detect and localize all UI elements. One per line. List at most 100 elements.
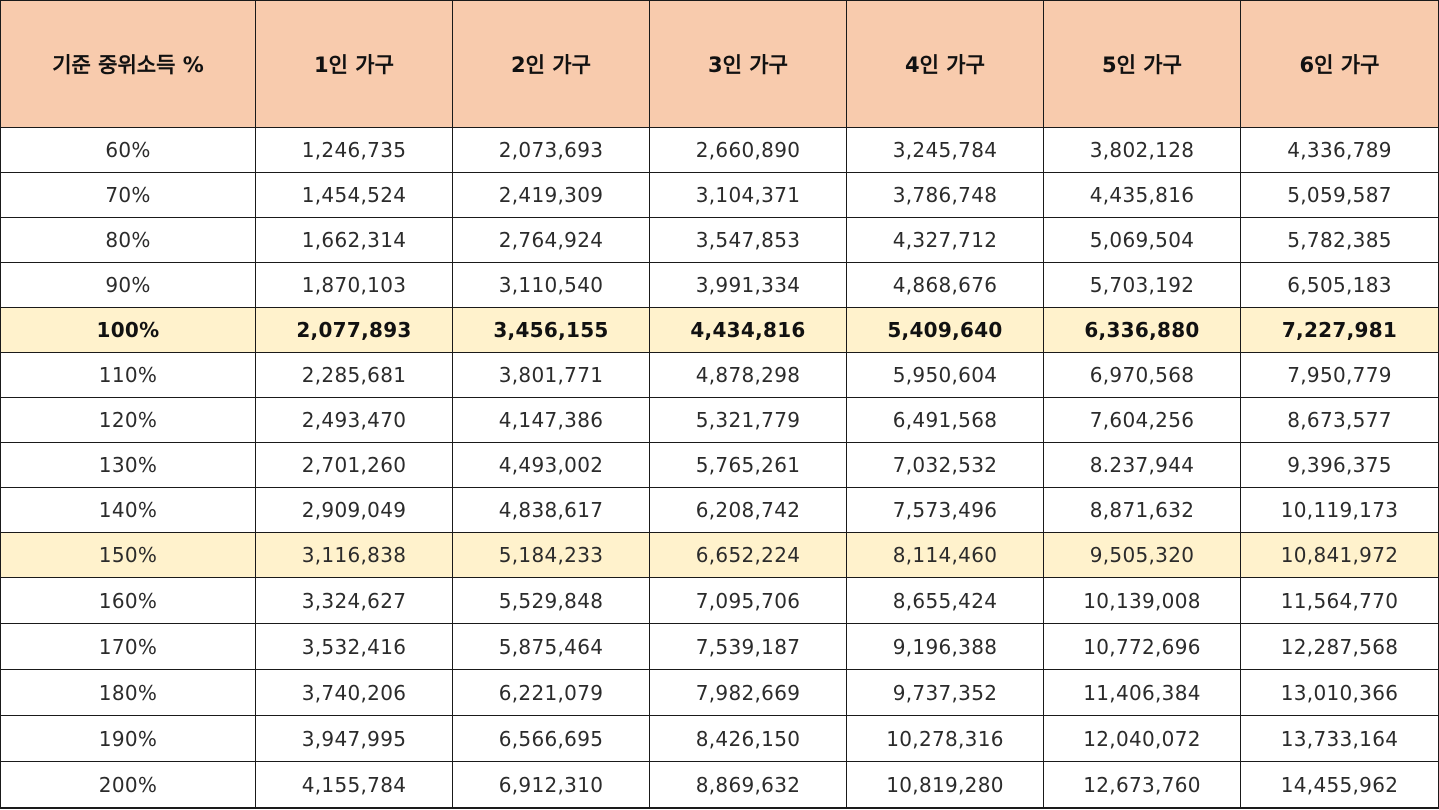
income-value-cell: 2,660,890 <box>649 127 847 173</box>
income-value-cell: 5,950,604 <box>846 352 1044 398</box>
income-value-cell: 5,782,385 <box>1240 217 1439 263</box>
income-value-cell: 5,875,464 <box>452 623 650 670</box>
table-row: 170% 3,532,416 5,875,464 7,539,187 9,196,388… <box>0 623 1439 670</box>
income-value-cell: 1,870,103 <box>255 262 453 308</box>
income-value-cell: 6,912,310 <box>452 761 650 809</box>
income-value-cell: 6,221,079 <box>452 669 650 716</box>
income-value-cell: 1,246,735 <box>255 127 453 173</box>
income-value-cell: 3,532,416 <box>255 623 453 670</box>
income-value-cell: 13,010,366 <box>1240 669 1439 716</box>
income-value-cell: 9,196,388 <box>846 623 1044 670</box>
income-value-cell: 5,529,848 <box>452 577 650 624</box>
income-value-cell: 3,547,853 <box>649 217 847 263</box>
income-value-cell: 3,104,371 <box>649 172 847 218</box>
header-cell-5-person: 5인 가구 <box>1043 0 1241 128</box>
income-value-cell: 7,982,669 <box>649 669 847 716</box>
income-value-cell: 10,841,972 <box>1240 532 1439 578</box>
row-percent-cell: 120% <box>0 397 256 443</box>
income-value-cell: 13,733,164 <box>1240 715 1439 762</box>
income-value-cell: 5,069,504 <box>1043 217 1241 263</box>
income-value-cell: 3,324,627 <box>255 577 453 624</box>
header-cell-1-person: 1인 가구 <box>255 0 453 128</box>
income-value-cell: 4,435,816 <box>1043 172 1241 218</box>
income-value-cell: 5,059,587 <box>1240 172 1439 218</box>
income-value-cell: 7,032,532 <box>846 442 1044 488</box>
income-value-cell: 9,505,320 <box>1043 532 1241 578</box>
income-value-cell: 6,970,568 <box>1043 352 1241 398</box>
income-value-cell: 4,838,617 <box>452 487 650 533</box>
row-percent-cell: 80% <box>0 217 256 263</box>
header-row: 기준 중위소득 % 1인 가구 2인 가구 3인 가구 4인 가구 5인 가구 … <box>0 0 1439 128</box>
income-value-cell: 5,321,779 <box>649 397 847 443</box>
income-value-cell: 10,278,316 <box>846 715 1044 762</box>
income-value-cell: 10,772,696 <box>1043 623 1241 670</box>
table-row: 70% 1,454,524 2,419,309 3,104,371 3,786,748 4… <box>0 172 1439 218</box>
income-value-cell: 2,493,470 <box>255 397 453 443</box>
table-row: 180% 3,740,206 6,221,079 7,982,669 9,737,352… <box>0 669 1439 716</box>
income-value-cell: 5,184,233 <box>452 532 650 578</box>
income-value-cell: 7,539,187 <box>649 623 847 670</box>
income-value-cell: 11,564,770 <box>1240 577 1439 624</box>
table-row: 200% 4,155,784 6,912,310 8,869,632 10,819,28… <box>0 761 1439 809</box>
income-value-cell: 8,673,577 <box>1240 397 1439 443</box>
table-body: 60% 1,246,735 2,073,693 2,660,890 3,245,784 3… <box>0 127 1439 809</box>
income-value-cell: 7,095,706 <box>649 577 847 624</box>
table-row: 80% 1,662,314 2,764,924 3,547,853 4,327,712 5… <box>0 217 1439 263</box>
income-value-cell: 6,336,880 <box>1043 307 1241 353</box>
income-value-cell: 8,114,460 <box>846 532 1044 578</box>
income-value-cell: 9,396,375 <box>1240 442 1439 488</box>
income-value-cell: 6,566,695 <box>452 715 650 762</box>
table-row: 90% 1,870,103 3,110,540 3,991,334 4,868,676 5… <box>0 262 1439 308</box>
income-value-cell: 1,662,314 <box>255 217 453 263</box>
table-row: 190% 3,947,995 6,566,695 8,426,150 10,278,31… <box>0 715 1439 762</box>
income-value-cell: 4,434,816 <box>649 307 847 353</box>
table-row: 110% 2,285,681 3,801,771 4,878,298 5,950,604… <box>0 352 1439 398</box>
income-value-cell: 4,147,386 <box>452 397 650 443</box>
income-value-cell: 3,740,206 <box>255 669 453 716</box>
row-percent-cell: 200% <box>0 761 256 809</box>
income-value-cell: 8.237,944 <box>1043 442 1241 488</box>
table-row: 120% 2,493,470 4,147,386 5,321,779 6,491,568… <box>0 397 1439 443</box>
income-value-cell: 3,947,995 <box>255 715 453 762</box>
income-value-cell: 2,701,260 <box>255 442 453 488</box>
table-row: 160% 3,324,627 5,529,848 7,095,706 8,655,424… <box>0 577 1439 624</box>
table-row: 100% 2,077,893 3,456,155 4,434,816 5,409,640… <box>0 307 1439 353</box>
row-percent-cell: 170% <box>0 623 256 670</box>
income-value-cell: 3,801,771 <box>452 352 650 398</box>
header-cell-2-person: 2인 가구 <box>452 0 650 128</box>
income-value-cell: 7,604,256 <box>1043 397 1241 443</box>
income-value-cell: 12,673,760 <box>1043 761 1241 809</box>
income-value-cell: 11,406,384 <box>1043 669 1241 716</box>
income-value-cell: 3,116,838 <box>255 532 453 578</box>
row-percent-cell: 110% <box>0 352 256 398</box>
income-value-cell: 3,456,155 <box>452 307 650 353</box>
income-value-cell: 10,819,280 <box>846 761 1044 809</box>
income-value-cell: 10,119,173 <box>1240 487 1439 533</box>
row-percent-cell: 160% <box>0 577 256 624</box>
income-value-cell: 6,652,224 <box>649 532 847 578</box>
table-row: 130% 2,701,260 4,493,002 5,765,261 7,032,532… <box>0 442 1439 488</box>
row-percent-cell: 140% <box>0 487 256 533</box>
income-value-cell: 4,878,298 <box>649 352 847 398</box>
income-value-cell: 3,110,540 <box>452 262 650 308</box>
income-value-cell: 6,208,742 <box>649 487 847 533</box>
income-value-cell: 6,505,183 <box>1240 262 1439 308</box>
header-cell-6-person: 6인 가구 <box>1240 0 1439 128</box>
income-value-cell: 4,155,784 <box>255 761 453 809</box>
income-value-cell: 4,327,712 <box>846 217 1044 263</box>
income-value-cell: 5,409,640 <box>846 307 1044 353</box>
income-value-cell: 2,909,049 <box>255 487 453 533</box>
income-value-cell: 14,455,962 <box>1240 761 1439 809</box>
income-value-cell: 8,426,150 <box>649 715 847 762</box>
income-value-cell: 4,336,789 <box>1240 127 1439 173</box>
income-value-cell: 2,419,309 <box>452 172 650 218</box>
income-value-cell: 5,765,261 <box>649 442 847 488</box>
table-row: 60% 1,246,735 2,073,693 2,660,890 3,245,784 3… <box>0 127 1439 173</box>
income-value-cell: 5,703,192 <box>1043 262 1241 308</box>
row-percent-cell: 180% <box>0 669 256 716</box>
header-cell-median-income-percent: 기준 중위소득 % <box>0 0 256 128</box>
income-value-cell: 2,764,924 <box>452 217 650 263</box>
income-value-cell: 12,040,072 <box>1043 715 1241 762</box>
income-value-cell: 2,077,893 <box>255 307 453 353</box>
